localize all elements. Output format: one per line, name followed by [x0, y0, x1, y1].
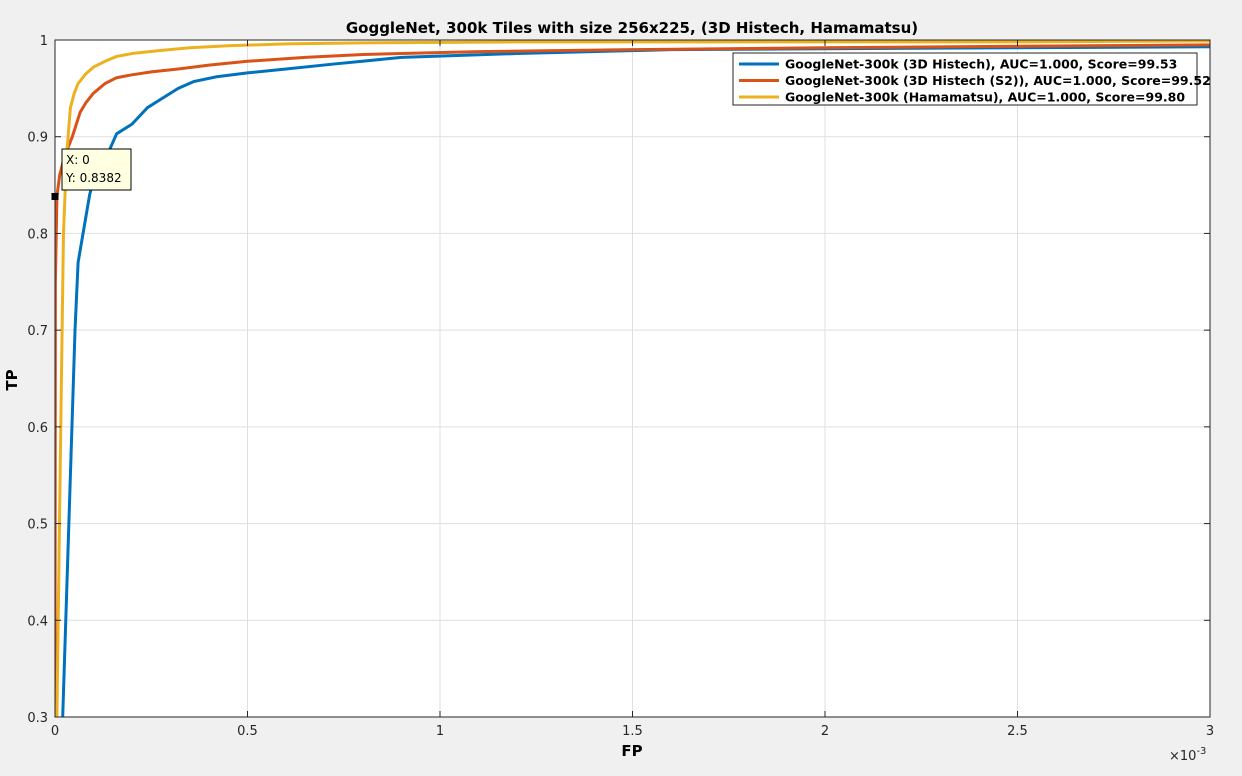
y-tick-label: 0.6: [27, 421, 48, 436]
x-axis-label: FP: [621, 742, 642, 760]
x-tick-label: 2.5: [1007, 724, 1028, 739]
tick-labels: 0 0.5 1 1.5 2 2.5 3 0.3 0.4 0.5 0.6 0.7 0.8 0.9 1: [27, 34, 1214, 739]
legend-entry-label: GoogleNet-300k (3D Histech), AUC=1.000, …: [785, 57, 1177, 72]
axis-ticks: [54, 39, 1211, 718]
y-tick-label: 0.5: [27, 518, 48, 533]
y-tick-label: 0.3: [27, 711, 48, 726]
series-line-3[interactable]: [55, 40, 1210, 717]
y-axis-label: TP: [3, 369, 21, 390]
x-tick-label: 0: [51, 724, 59, 739]
y-tick-label: 0.4: [27, 614, 48, 629]
datatip-y-label: Y: 0.8382: [65, 171, 122, 185]
x-tick-label: 0.5: [237, 724, 258, 739]
datatip-marker[interactable]: [51, 192, 59, 200]
y-tick-label: 0.7: [27, 324, 48, 339]
legend[interactable]: GoogleNet-300k (3D Histech), AUC=1.000, …: [732, 52, 1211, 106]
x-tick-label: 1: [436, 724, 444, 739]
x-tick-label: 2: [821, 724, 829, 739]
legend-box: [732, 52, 1198, 106]
y-tick-label: 1: [40, 34, 48, 49]
datatip[interactable]: X: 0 Y: 0.8382: [51, 148, 132, 200]
legend-entry-label: GoogleNet-300k (3D Histech (S2)), AUC=1.…: [785, 73, 1211, 88]
legend-entry-label: GoogleNet-300k (Hamamatsu), AUC=1.000, S…: [785, 90, 1185, 105]
datatip-x-label: X: 0: [66, 153, 90, 167]
chart-title: GoggleNet, 300k Tiles with size 256x225,…: [346, 19, 918, 37]
x-exponent-base: ×10: [1169, 749, 1196, 764]
x-tick-label: 1.5: [622, 724, 643, 739]
y-tick-label: 0.9: [27, 131, 48, 146]
x-tick-label: 3: [1206, 724, 1214, 739]
datatip-box: [61, 148, 132, 191]
x-exponent-power: -3: [1196, 746, 1206, 757]
y-tick-label: 0.8: [27, 227, 48, 242]
x-exponent-label: ×10-3: [1169, 746, 1206, 764]
